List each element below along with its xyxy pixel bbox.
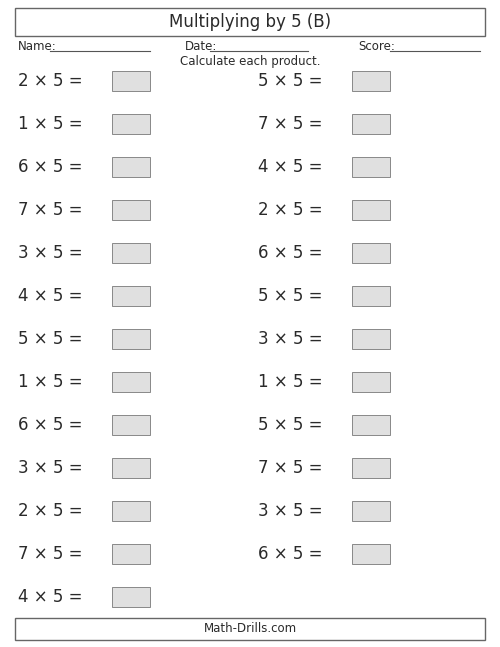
Bar [112, 71, 150, 91]
Bar [352, 544, 390, 564]
Bar [352, 415, 390, 435]
Bar [112, 200, 150, 220]
Bar [352, 372, 390, 392]
Text: 7 × 5 =: 7 × 5 = [258, 115, 322, 133]
Text: 4 × 5 =: 4 × 5 = [18, 588, 82, 606]
Text: 1 × 5 =: 1 × 5 = [18, 115, 82, 133]
Bar [112, 329, 150, 349]
Text: 2 × 5 =: 2 × 5 = [18, 502, 82, 520]
Text: 4 × 5 =: 4 × 5 = [18, 287, 82, 305]
Bar [15, 618, 485, 640]
Text: 7 × 5 =: 7 × 5 = [18, 545, 82, 563]
Bar [112, 286, 150, 306]
Text: 5 × 5 =: 5 × 5 = [18, 330, 82, 348]
Text: Multiplying by 5 (B): Multiplying by 5 (B) [169, 13, 331, 31]
Text: Calculate each product.: Calculate each product. [180, 56, 320, 69]
Bar [352, 501, 390, 521]
Text: 4 × 5 =: 4 × 5 = [258, 158, 322, 176]
Bar [112, 157, 150, 177]
Text: Math-Drills.com: Math-Drills.com [204, 622, 296, 635]
Text: 3 × 5 =: 3 × 5 = [258, 330, 322, 348]
Bar [352, 200, 390, 220]
Bar [112, 544, 150, 564]
Bar [112, 587, 150, 607]
Bar [352, 329, 390, 349]
Bar [112, 458, 150, 478]
Text: 7 × 5 =: 7 × 5 = [258, 459, 322, 477]
Bar [352, 286, 390, 306]
Bar [112, 501, 150, 521]
Bar [112, 243, 150, 263]
Text: Score:: Score: [358, 39, 395, 52]
Text: 6 × 5 =: 6 × 5 = [258, 545, 322, 563]
Text: 3 × 5 =: 3 × 5 = [18, 459, 82, 477]
Bar [15, 8, 485, 36]
Text: 1 × 5 =: 1 × 5 = [258, 373, 322, 391]
Text: 5 × 5 =: 5 × 5 = [258, 287, 322, 305]
Text: Date:: Date: [185, 39, 218, 52]
Text: Name:: Name: [18, 39, 57, 52]
Text: 6 × 5 =: 6 × 5 = [18, 158, 82, 176]
Bar [352, 458, 390, 478]
Text: 2 × 5 =: 2 × 5 = [18, 72, 82, 90]
Bar [352, 114, 390, 134]
Text: 6 × 5 =: 6 × 5 = [258, 244, 322, 262]
Bar [112, 114, 150, 134]
Text: 1 × 5 =: 1 × 5 = [18, 373, 82, 391]
Text: 7 × 5 =: 7 × 5 = [18, 201, 82, 219]
Bar [352, 243, 390, 263]
Text: 5 × 5 =: 5 × 5 = [258, 72, 322, 90]
Text: 5 × 5 =: 5 × 5 = [258, 416, 322, 434]
Bar [112, 415, 150, 435]
Bar [352, 71, 390, 91]
Text: 2 × 5 =: 2 × 5 = [258, 201, 322, 219]
Text: 6 × 5 =: 6 × 5 = [18, 416, 82, 434]
Text: 3 × 5 =: 3 × 5 = [18, 244, 82, 262]
Text: 3 × 5 =: 3 × 5 = [258, 502, 322, 520]
Bar [352, 157, 390, 177]
Bar [112, 372, 150, 392]
